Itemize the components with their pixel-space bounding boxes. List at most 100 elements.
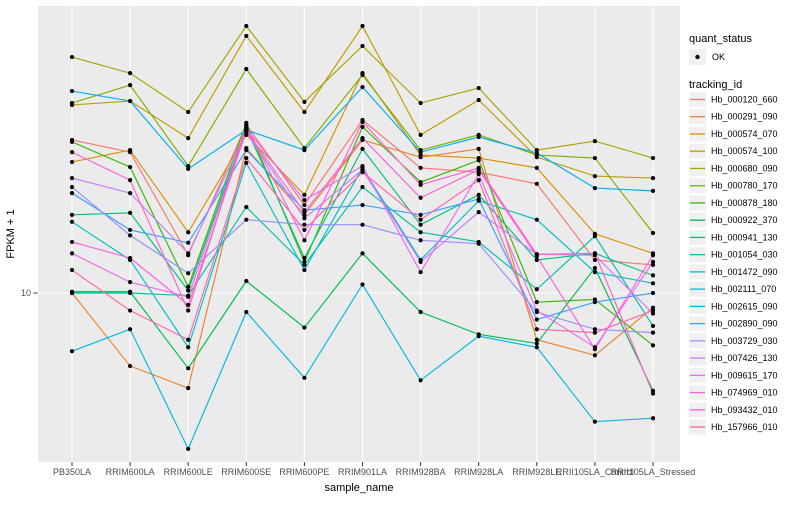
data-point bbox=[186, 294, 191, 299]
legend-label: Hb_000941_130 bbox=[711, 232, 778, 242]
x-tick-label: RRIM928BA bbox=[396, 467, 446, 477]
data-point bbox=[128, 71, 133, 76]
data-point bbox=[534, 300, 539, 305]
data-point bbox=[128, 255, 133, 261]
data-point bbox=[534, 257, 539, 263]
data-point bbox=[476, 134, 481, 140]
legend-item: Hb_009615_170 bbox=[689, 367, 778, 383]
legend-item: Hb_001472_090 bbox=[689, 264, 778, 280]
data-point bbox=[302, 210, 307, 215]
data-point bbox=[534, 252, 539, 257]
legend-item: Hb_000680_090 bbox=[689, 160, 778, 176]
data-point bbox=[534, 165, 539, 171]
data-point bbox=[360, 251, 365, 256]
x-tick-labels: PB350LA RRIM600LA RRIM600LE RRIM600SE RRIM60… bbox=[53, 467, 695, 477]
legend-label: Hb_000680_090 bbox=[711, 163, 778, 173]
x-tick-label: RRIM928LA bbox=[454, 467, 503, 477]
data-point bbox=[360, 282, 365, 287]
legend-label: Hb_157966_010 bbox=[711, 422, 778, 432]
data-point bbox=[650, 259, 656, 265]
data-point bbox=[302, 267, 307, 273]
data-point bbox=[592, 330, 598, 335]
data-point bbox=[418, 165, 423, 171]
data-point bbox=[592, 353, 598, 358]
data-point bbox=[128, 290, 133, 296]
legend-label: Hb_000922_370 bbox=[711, 215, 778, 225]
data-point bbox=[360, 43, 365, 49]
data-point bbox=[534, 181, 539, 186]
legend-label: Hb_002890_090 bbox=[711, 319, 778, 329]
data-point bbox=[302, 109, 307, 115]
data-point bbox=[650, 308, 656, 313]
data-point bbox=[186, 166, 191, 171]
legend-label: Hb_007426_130 bbox=[711, 353, 778, 363]
data-point bbox=[186, 251, 191, 256]
data-point bbox=[418, 222, 423, 227]
data-point bbox=[592, 300, 598, 305]
data-point bbox=[592, 270, 598, 275]
axis-ticks bbox=[33, 292, 654, 466]
data-point bbox=[69, 191, 75, 196]
data-point bbox=[650, 416, 656, 421]
data-point bbox=[650, 155, 656, 161]
legend-label: Hb_000780_170 bbox=[711, 181, 778, 191]
data-point bbox=[186, 240, 191, 245]
data-point bbox=[244, 278, 249, 284]
data-point bbox=[418, 378, 423, 383]
data-point bbox=[128, 191, 133, 196]
data-point bbox=[476, 192, 481, 197]
data-point bbox=[128, 308, 133, 313]
data-point bbox=[244, 204, 249, 210]
x-tick-label: PB350LA bbox=[53, 467, 91, 477]
data-point bbox=[302, 216, 307, 221]
data-point bbox=[650, 176, 656, 181]
data-point bbox=[244, 309, 249, 315]
data-point bbox=[650, 230, 656, 236]
gridlines bbox=[38, 6, 680, 462]
legend-label: Hb_001472_090 bbox=[711, 267, 778, 277]
x-tick-label: RRIM600PE bbox=[279, 467, 329, 477]
data-point bbox=[592, 173, 598, 179]
data-point bbox=[360, 184, 365, 190]
x-axis-title: sample_name bbox=[324, 482, 393, 494]
quant-status-items: OK bbox=[689, 49, 725, 65]
data-point bbox=[418, 309, 423, 315]
data-point bbox=[592, 327, 598, 332]
data-point bbox=[186, 230, 191, 235]
x-tick-label: RRIM928LE bbox=[512, 467, 561, 477]
data-point bbox=[302, 262, 307, 267]
data-point bbox=[244, 160, 249, 165]
data-point bbox=[476, 158, 481, 163]
legend-item: Hb_093432_010 bbox=[689, 402, 778, 418]
data-point bbox=[69, 100, 75, 106]
data-point bbox=[418, 100, 423, 106]
legend-item: Hb_002111_070 bbox=[689, 281, 776, 297]
data-point bbox=[592, 257, 598, 263]
data-point bbox=[186, 345, 191, 350]
legend-item: Hb_000574_070 bbox=[689, 126, 778, 142]
data-point bbox=[186, 308, 191, 313]
data-point bbox=[360, 136, 365, 141]
legend-item: Hb_001054_030 bbox=[689, 247, 778, 263]
data-point bbox=[360, 23, 365, 29]
data-point bbox=[244, 66, 249, 72]
data-point bbox=[244, 147, 249, 153]
data-point bbox=[302, 222, 307, 227]
data-point bbox=[302, 147, 307, 153]
data-point bbox=[418, 212, 423, 217]
data-point bbox=[418, 238, 423, 243]
data-point bbox=[360, 222, 365, 227]
legend-label: Hb_000574_100 bbox=[711, 146, 778, 156]
data-point bbox=[418, 270, 423, 275]
y-tick-label: 10 bbox=[21, 288, 31, 298]
legend-item: Hb_002615_090 bbox=[689, 298, 778, 314]
legend-item: Hb_000922_370 bbox=[689, 212, 778, 228]
data-point bbox=[302, 202, 307, 208]
data-point bbox=[302, 99, 307, 105]
data-point bbox=[534, 327, 539, 332]
data-point bbox=[476, 146, 481, 151]
data-point bbox=[476, 85, 481, 91]
data-point bbox=[128, 227, 133, 233]
data-point bbox=[650, 290, 656, 296]
